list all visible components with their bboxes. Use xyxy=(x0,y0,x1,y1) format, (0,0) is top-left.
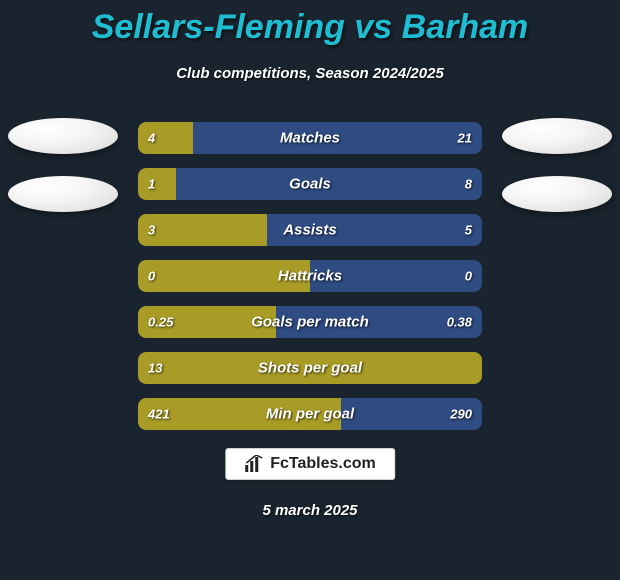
stat-bar-left-fill xyxy=(138,352,482,384)
stat-bar-right-fill xyxy=(176,168,482,200)
stat-bar-right-fill xyxy=(193,122,482,154)
stat-bar-left-fill xyxy=(138,398,341,430)
stat-bar-left-fill xyxy=(138,122,193,154)
footer-date: 5 march 2025 xyxy=(0,502,620,519)
avatar xyxy=(8,118,118,154)
stat-bar-right-fill xyxy=(267,214,482,246)
stat-bar: 0.250.38Goals per match xyxy=(138,306,482,338)
stat-bar: 13Shots per goal xyxy=(138,352,482,384)
stat-bar: 00Hattricks xyxy=(138,260,482,292)
stat-bar-left-fill xyxy=(138,168,176,200)
stat-bar: 421Matches xyxy=(138,122,482,154)
stat-bar-right-fill xyxy=(276,306,482,338)
avatar xyxy=(8,176,118,212)
brand-badge[interactable]: FcTables.com xyxy=(225,448,395,480)
right-avatar-stack xyxy=(502,118,612,212)
page-title: Sellars-Fleming vs Barham xyxy=(0,0,620,47)
page-subtitle: Club competitions, Season 2024/2025 xyxy=(0,65,620,82)
stat-bar-left-fill xyxy=(138,260,310,292)
avatar xyxy=(502,176,612,212)
stat-bar-right-fill xyxy=(341,398,482,430)
stat-bar: 421290Min per goal xyxy=(138,398,482,430)
avatar xyxy=(502,118,612,154)
stat-bar: 35Assists xyxy=(138,214,482,246)
stat-bar: 18Goals xyxy=(138,168,482,200)
comparison-bars: 421Matches 18Goals 35Assists 00Hattricks 0.2… xyxy=(138,122,482,430)
stat-bar-right-fill xyxy=(310,260,482,292)
stat-bar-left-fill xyxy=(138,306,276,338)
stat-bar-left-fill xyxy=(138,214,267,246)
left-avatar-stack xyxy=(8,118,118,212)
brand-label: FcTables.com xyxy=(270,455,376,473)
brand-chart-icon xyxy=(244,455,264,473)
